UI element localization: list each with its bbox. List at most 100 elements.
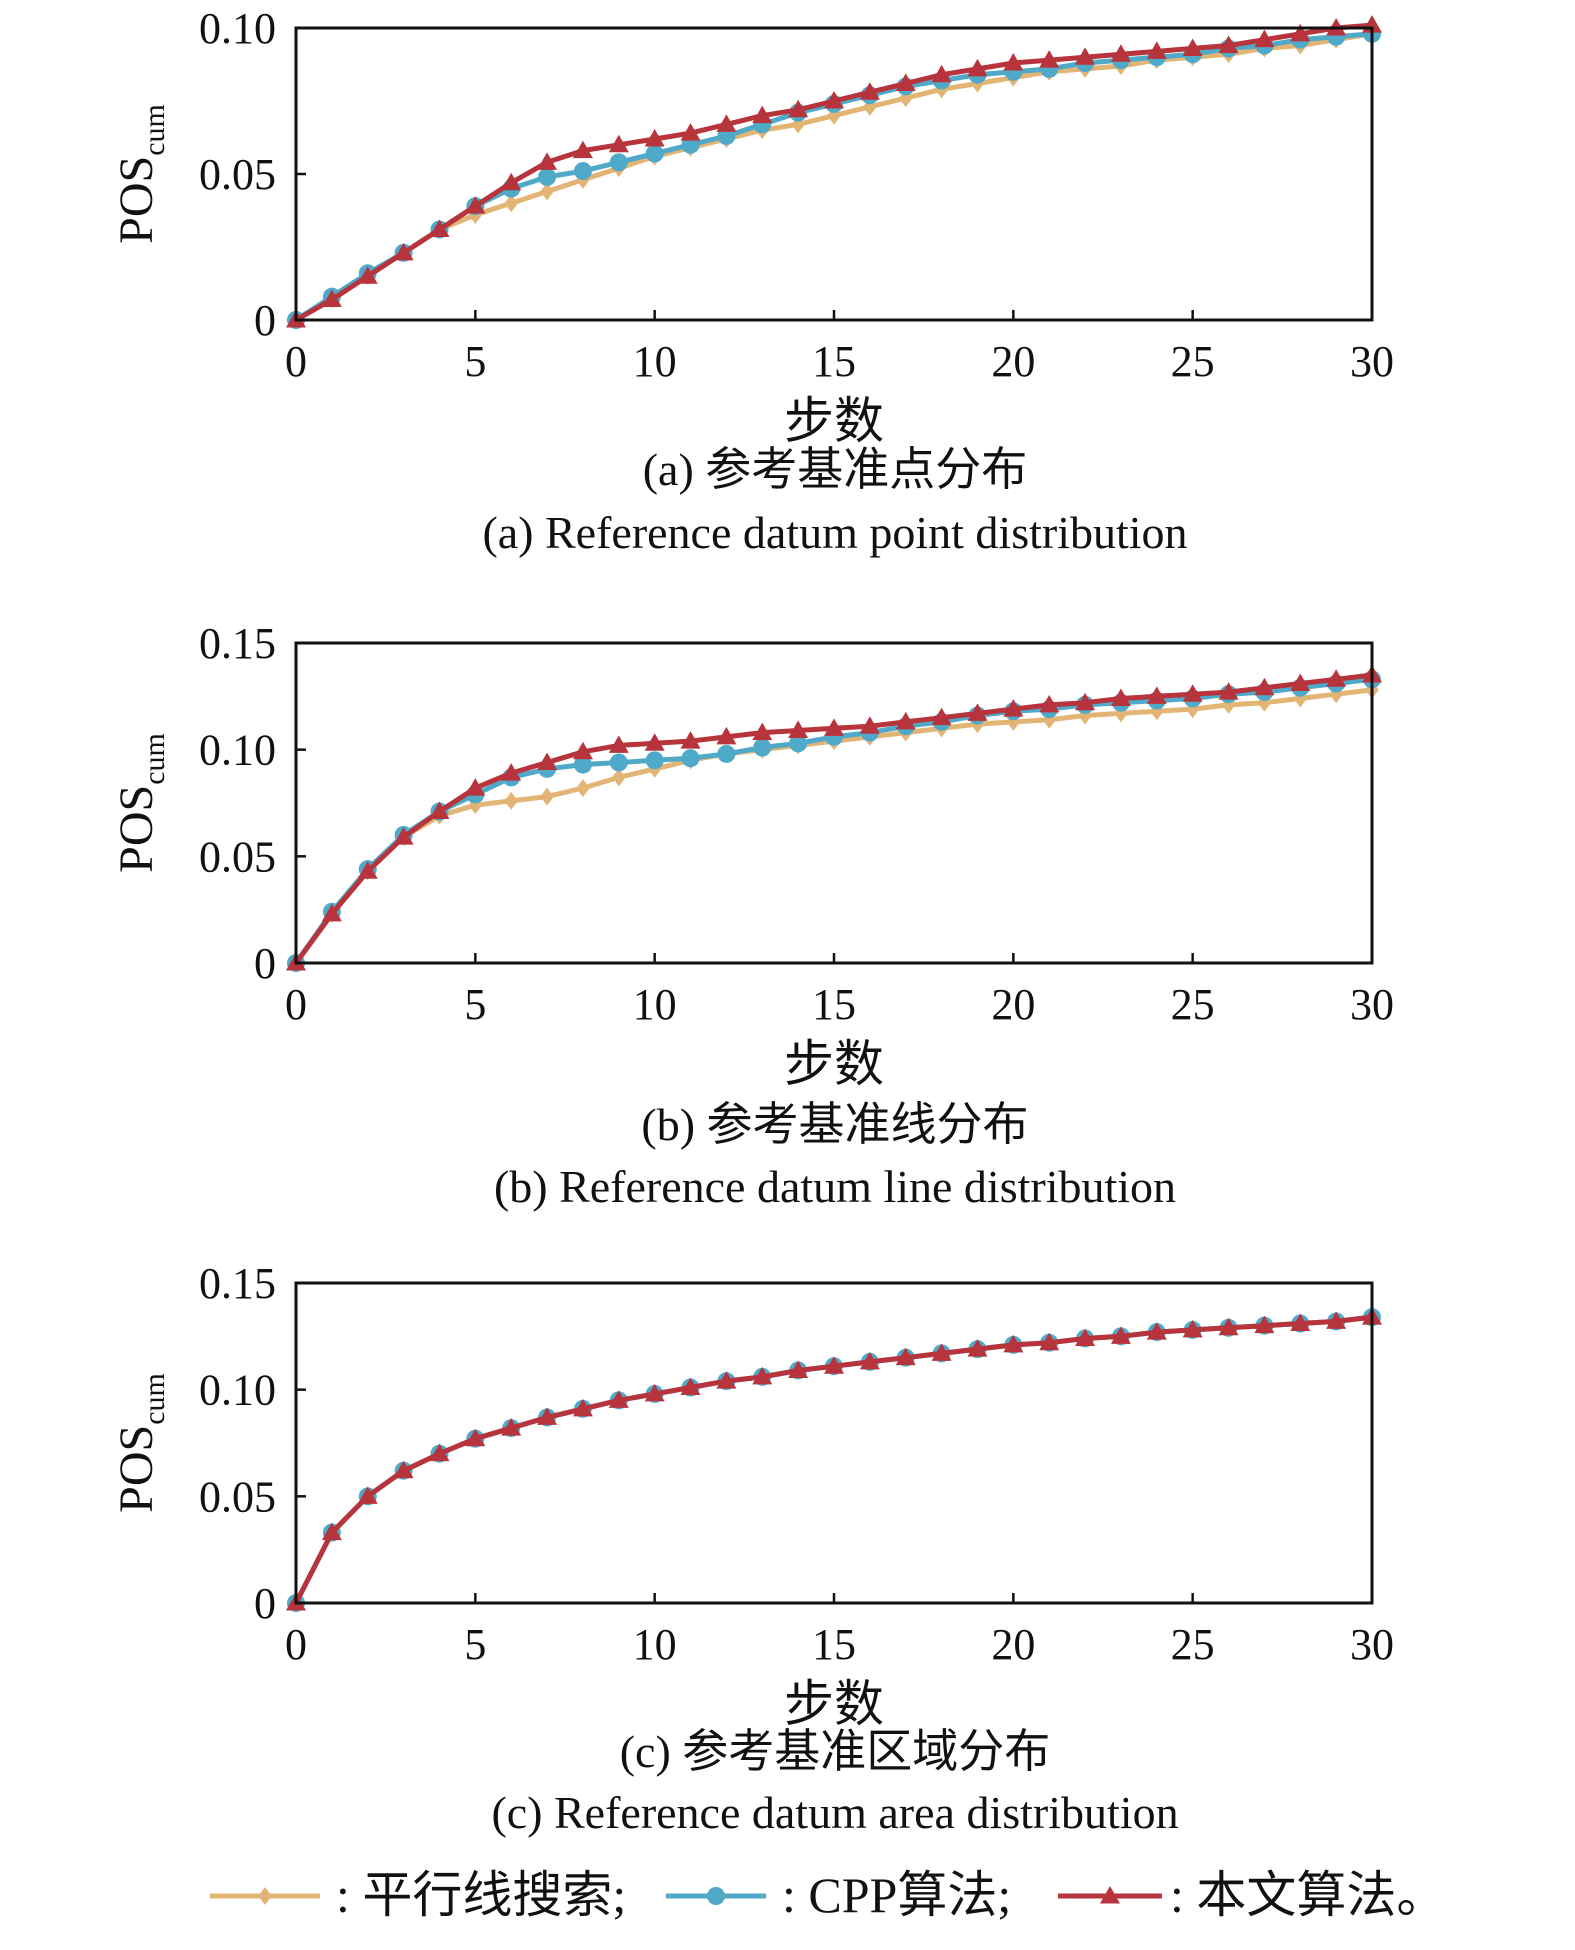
point-ours-a <box>644 128 665 147</box>
caption-cn-c: (c) 参考基准区域分布 <box>620 1726 1051 1777</box>
x-tick-label-c: 30 <box>1350 1620 1394 1669</box>
caption-en-b: (b) Reference datum line distribution <box>494 1161 1176 1212</box>
point-ours-c <box>393 1460 414 1479</box>
point-ours-c <box>321 1522 342 1541</box>
point-ours-c <box>1254 1315 1275 1334</box>
point-ours-b <box>680 731 701 749</box>
point-ours-b <box>895 711 916 730</box>
point-ours-b <box>1254 677 1275 696</box>
caption-en-a: (a) Reference datum point distribution <box>482 507 1187 558</box>
line-parallel-a <box>294 31 1373 323</box>
point-cpp-b <box>789 734 808 753</box>
point-cpp-a <box>538 167 557 186</box>
point-ours-c <box>680 1377 701 1396</box>
point-ours-a <box>1254 29 1275 48</box>
y-tick-label-a: 0.10 <box>199 4 276 53</box>
point-ours-c <box>1146 1322 1167 1340</box>
point-parallel-b <box>540 787 554 806</box>
point-ours-b <box>931 707 952 726</box>
point-parallel-b <box>612 768 626 787</box>
y-axis-label-b: POScum <box>110 733 171 873</box>
x-tick-label-b: 0 <box>285 980 307 1029</box>
y-tick-label-a: 0.05 <box>199 150 276 199</box>
x-tick-label-a: 5 <box>464 337 486 386</box>
x-tick-label-b: 5 <box>464 980 486 1029</box>
point-ours-c <box>1039 1332 1060 1351</box>
point-ours-b <box>393 827 414 845</box>
point-ours-a <box>608 134 629 153</box>
series-parallel-c <box>289 1308 1379 1612</box>
series-ours-c <box>286 1307 1382 1611</box>
series-cpp-c <box>287 1308 1381 1612</box>
point-ours-a <box>1182 38 1203 56</box>
point-cpp-b <box>573 755 592 774</box>
point-ours-c <box>537 1407 558 1425</box>
point-ours-b <box>1039 694 1060 713</box>
point-ours-a <box>895 73 916 91</box>
point-ours-c <box>1003 1334 1024 1353</box>
point-ours-a <box>752 105 773 124</box>
x-tick-label-c: 0 <box>285 1620 307 1669</box>
x-tick-label-a: 30 <box>1350 337 1394 386</box>
point-ours-c <box>644 1383 665 1402</box>
legend-label-parallel: : 平行线搜索; <box>336 1867 626 1923</box>
legend-label-ours: : 本文算法。 <box>1170 1867 1446 1923</box>
line-ours-b <box>293 672 1373 965</box>
point-ours-b <box>1218 682 1239 700</box>
point-ours-a <box>1039 50 1060 68</box>
point-ours-c <box>1110 1326 1131 1344</box>
point-ours-a <box>824 91 844 109</box>
x-tick-label-a: 15 <box>812 337 856 386</box>
point-cpp-b <box>609 753 628 772</box>
point-ours-b <box>788 720 809 738</box>
plot-frame-a <box>294 26 1374 322</box>
y-tick-label-c: 0.15 <box>199 1259 276 1308</box>
series-ours-a <box>286 15 1382 328</box>
point-cpp-a <box>645 144 664 163</box>
legend-item-parallel: : 平行线搜索; <box>210 1867 626 1923</box>
y-tick-label-b: 0.05 <box>199 832 276 881</box>
point-ours-c <box>1290 1313 1311 1332</box>
point-parallel-a <box>504 194 518 213</box>
y-axis-label-subscript: cum <box>138 1373 171 1425</box>
x-tick-label-b: 30 <box>1350 980 1394 1029</box>
chart-a: 0 5 10 15 20 25 30 0 0.05 0.10 POScum 步数(a) 参考基准点分布… <box>110 4 1394 558</box>
point-ours-b <box>572 741 593 760</box>
y-tick-label-b: 0.15 <box>199 619 276 668</box>
caption-en-c: (c) Reference datum area distribution <box>491 1787 1178 1838</box>
point-ours-c <box>788 1360 809 1378</box>
x-tick-label-c: 25 <box>1171 1620 1215 1669</box>
y-axis-label-subscript: cum <box>138 733 171 785</box>
point-ours-c <box>357 1486 378 1504</box>
point-ours-a <box>859 82 880 100</box>
series-ours-b <box>286 665 1382 971</box>
caption-cn-a: (a) 参考基准点分布 <box>643 444 1028 495</box>
point-ours-b <box>967 703 988 721</box>
y-tick-label-c: 0 <box>254 1579 276 1628</box>
point-ours-b <box>321 903 342 922</box>
legend-marker-parallel <box>258 1887 272 1905</box>
point-cpp-b <box>753 738 772 757</box>
legend: : 平行线搜索;: CPP算法;: 本文算法。 <box>210 1867 1446 1923</box>
y-axis-label-main: POS <box>110 156 163 244</box>
point-ours-a <box>537 152 558 170</box>
point-ours-a <box>1218 35 1239 54</box>
x-axis-label-c: 步数 <box>784 1676 884 1732</box>
y-tick-label-c: 0.05 <box>199 1472 276 1521</box>
x-tick-label-c: 15 <box>812 1620 856 1669</box>
point-ours-a <box>1075 47 1096 65</box>
y-axis-label-subscript: cum <box>138 104 171 156</box>
point-ours-c <box>465 1428 486 1447</box>
point-ours-b <box>716 726 737 745</box>
point-ours-c <box>572 1398 593 1417</box>
y-tick-label-b: 0 <box>254 939 276 988</box>
y-tick-label-c: 0.10 <box>199 1366 276 1415</box>
point-cpp-b <box>717 744 736 763</box>
point-ours-b <box>537 752 558 770</box>
legend-marker-ours <box>1100 1886 1120 1904</box>
point-ours-a <box>1290 23 1311 42</box>
y-axis-label-main: POS <box>110 1425 163 1513</box>
point-parallel-a <box>540 182 554 201</box>
point-ours-c <box>931 1343 952 1361</box>
